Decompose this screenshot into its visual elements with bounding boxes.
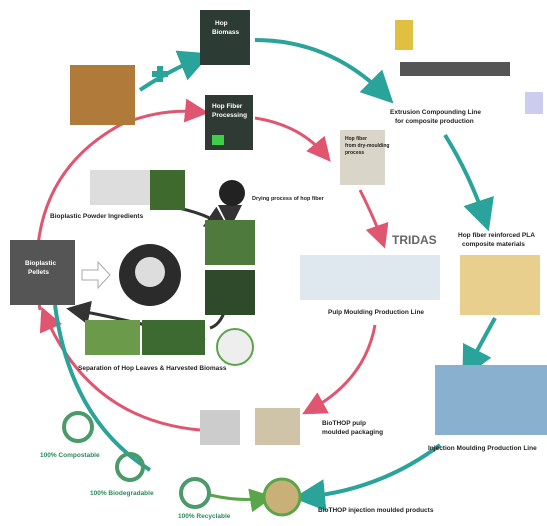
label: Pellets (28, 269, 49, 276)
label: Hop fiber (345, 136, 367, 142)
biomass-photo (200, 10, 250, 65)
label: Drying process of hop fiber (252, 196, 325, 202)
label: from dry-moulding (345, 143, 389, 149)
label: BioTHOP pulp (322, 420, 366, 427)
label: 100% Recyclable (178, 513, 231, 520)
label: Hop Fiber (212, 103, 243, 110)
label: Separation of Hop Leaves & Harvested Bio… (78, 365, 227, 372)
hops-photo (70, 65, 135, 125)
label: Hop fiber reinforced PLA (458, 232, 535, 239)
label: for composite production (395, 118, 474, 125)
label: Bioplastic Powder Ingredients (50, 213, 144, 220)
images (10, 10, 547, 515)
label: 100% Compostable (40, 452, 100, 459)
label: Hop (215, 20, 228, 27)
label: Extrusion Compounding Line (390, 109, 481, 116)
label: composite materials (462, 241, 525, 248)
label: TRIDAS (392, 233, 437, 247)
label: BioTHOP injection moulded products (318, 507, 434, 514)
label: 100% Biodegradable (90, 490, 154, 497)
diagram: Extrusion Compounding Line for composite… (0, 0, 547, 521)
label: Pulp Moulding Production Line (328, 309, 424, 316)
label: Processing (212, 112, 247, 119)
label: process (345, 150, 364, 156)
label: Bioplastic (25, 260, 56, 267)
label: Injection Moulding Production Line (428, 445, 537, 452)
label: moulded packaging (322, 429, 383, 436)
label: Biomass (212, 29, 239, 36)
